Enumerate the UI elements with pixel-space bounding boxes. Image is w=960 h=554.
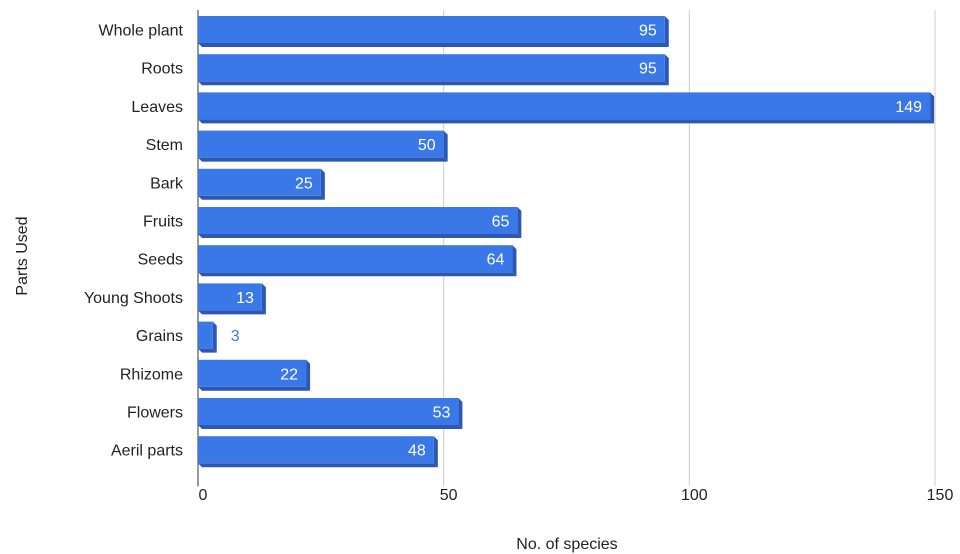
data-label: 22 [280,366,298,383]
bar [198,130,444,158]
x-tick-label: 50 [440,487,458,504]
bar-shadow-side [458,398,463,429]
category-label: Seeds [138,252,183,269]
x-tick-labels: 0 50 100 150 [199,487,954,504]
x-axis-title: No. of species [516,536,617,553]
bar-shadow-bottom [198,463,438,468]
category-label: Roots [141,61,183,78]
bar-shadow-bottom [198,310,266,315]
bar [198,283,262,311]
bar-shadow-side [212,321,217,353]
category-label: Leaves [131,99,183,116]
bar-shadow-side [664,16,669,47]
x-tick-label: 100 [681,487,708,504]
bar-shadow-bottom [198,272,517,277]
bar-shadow-bottom [198,119,935,124]
bar [198,207,518,234]
bar [198,54,665,82]
data-label: 3 [231,328,240,345]
bar-shadow-bottom [198,425,463,429]
bar-shadow-bottom [198,43,669,47]
category-label: Whole plant [99,23,184,40]
category-label: Stem [146,137,183,154]
category-labels: Whole plant Roots Leaves Stem Bark Fruits Seed… [84,23,184,460]
bar-shadow-bottom [198,234,522,238]
bar-shadow-side [320,168,325,200]
data-label: 95 [639,61,657,78]
bar-shadow-side [433,436,438,468]
category-label: Aeril parts [111,443,183,460]
data-label: 53 [433,405,451,422]
bar [198,359,307,387]
bar-shadow-side [930,92,935,124]
bar [198,16,665,43]
bar-shadow-side [443,130,448,162]
bar-shadow-bottom [198,348,217,353]
bar-shadow-side [512,245,517,277]
bar [198,168,321,196]
data-label: 65 [492,214,510,231]
bar-shadow-side [261,283,266,315]
x-tick-label: 150 [927,487,954,504]
bars: 95 95 149 50 25 65 64 13 3 22 53 48 [198,16,935,468]
bar-shadow-bottom [198,195,325,200]
bar [198,245,513,273]
bar-shadow-side [664,54,669,86]
category-label: Fruits [143,214,183,231]
bar [198,398,459,425]
bar-shadow-bottom [198,81,669,86]
bar-shadow-side [517,207,522,238]
y-axis-title: Parts Used [14,216,31,295]
data-label: 13 [236,290,254,307]
category-label: Young Shoots [84,290,183,307]
bar [198,92,931,120]
bar-shadow-bottom [198,386,311,391]
bar [198,321,213,349]
data-label: 95 [639,23,657,40]
data-label: 48 [408,443,426,460]
bar [198,436,434,464]
data-label: 50 [418,137,436,154]
category-label: Bark [150,175,184,192]
data-label: 64 [487,252,505,269]
data-label: 149 [895,99,922,116]
data-label: 25 [295,175,313,192]
category-label: Grains [136,328,183,345]
category-label: Rhizome [120,366,183,383]
category-label: Flowers [127,405,183,422]
x-tick-label: 0 [199,487,208,504]
bar-shadow-side [306,359,311,391]
bar-shadow-bottom [198,157,448,162]
